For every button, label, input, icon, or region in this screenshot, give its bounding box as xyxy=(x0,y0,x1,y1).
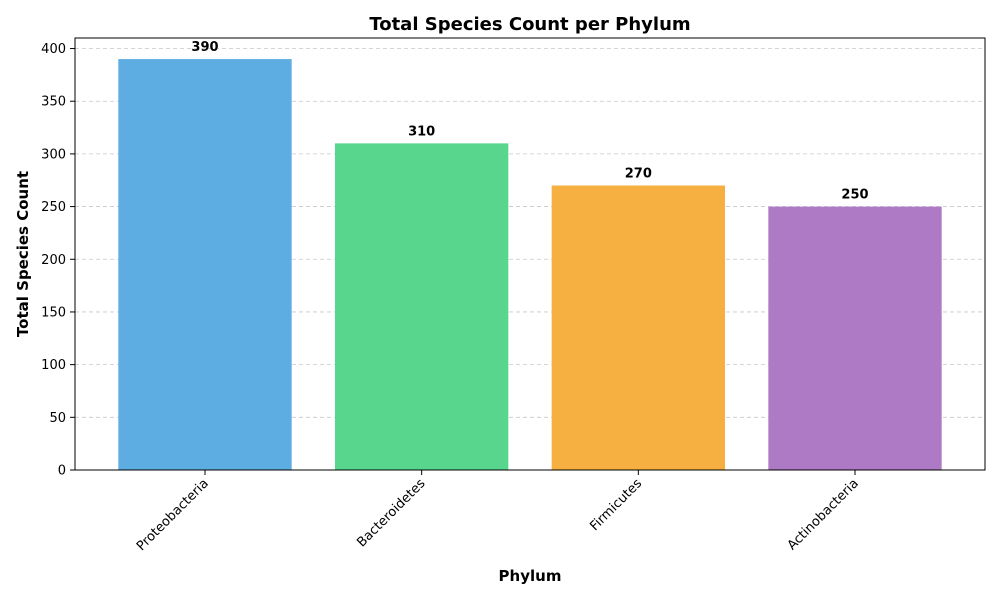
bar-firmicutes xyxy=(551,185,725,470)
chart-title: Total Species Count per Phylum xyxy=(369,14,690,35)
y-tick-label: 150 xyxy=(41,305,66,320)
x-axis-label: Phylum xyxy=(499,567,562,585)
bars xyxy=(118,59,942,471)
bar-proteobacteria xyxy=(118,59,292,470)
y-tick-label: 400 xyxy=(41,42,66,57)
bar-bacteroidetes xyxy=(335,143,509,471)
y-tick-label: 100 xyxy=(41,358,66,373)
x-tick-label: Bacteroidetes xyxy=(354,476,428,550)
y-tick-label: 300 xyxy=(41,147,66,162)
y-tick-label: 250 xyxy=(41,200,66,215)
y-tick-label: 50 xyxy=(49,411,66,426)
bar-actinobacteria xyxy=(768,206,942,470)
data-label: 310 xyxy=(408,124,435,139)
x-tick-label: Firmicutes xyxy=(587,476,645,534)
y-tick-label: 0 xyxy=(58,464,66,479)
x-tick-label: Proteobacteria xyxy=(134,476,212,554)
data-labels: 390 310 270 250 xyxy=(191,40,868,203)
plot-frame xyxy=(74,37,986,471)
y-tick-label: 350 xyxy=(41,95,66,110)
data-label: 270 xyxy=(625,167,652,182)
data-label: 250 xyxy=(841,188,868,203)
y-axis-label: Total Species Count xyxy=(14,171,32,337)
x-tick-label: Actinobacteria xyxy=(785,476,862,553)
y-tick-label: 200 xyxy=(41,253,66,268)
data-label: 390 xyxy=(191,40,218,55)
